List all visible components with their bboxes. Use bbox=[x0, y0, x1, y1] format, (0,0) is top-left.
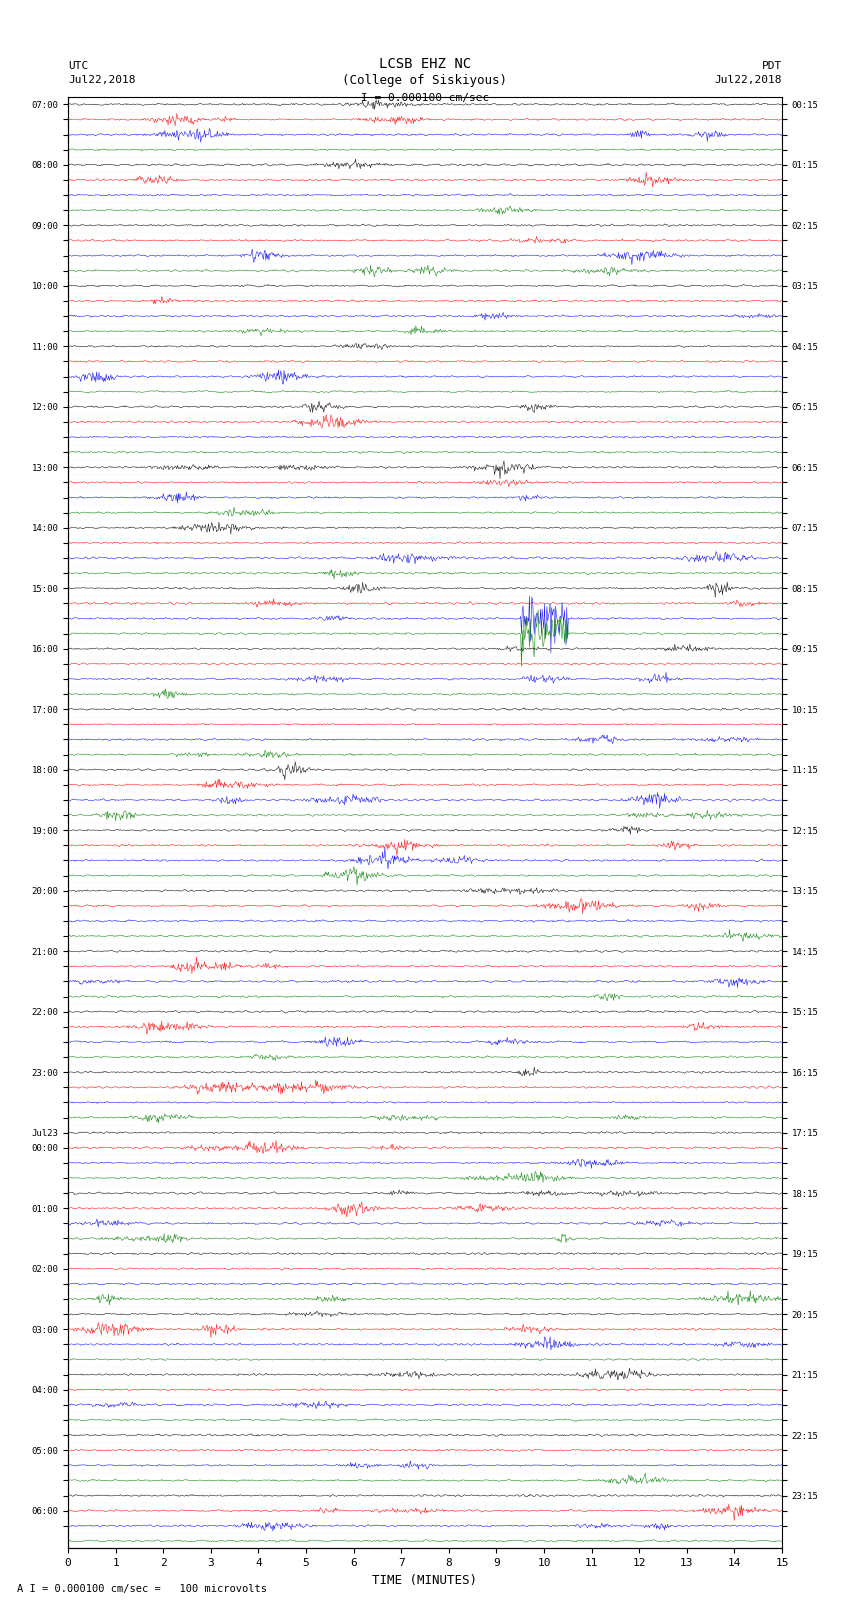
Text: LCSB EHZ NC: LCSB EHZ NC bbox=[379, 56, 471, 71]
Text: A I = 0.000100 cm/sec =   100 microvolts: A I = 0.000100 cm/sec = 100 microvolts bbox=[17, 1584, 267, 1594]
Text: UTC: UTC bbox=[68, 61, 88, 71]
Text: Jul22,2018: Jul22,2018 bbox=[68, 76, 135, 85]
Text: Jul22,2018: Jul22,2018 bbox=[715, 76, 782, 85]
Text: PDT: PDT bbox=[762, 61, 782, 71]
Text: I = 0.000100 cm/sec: I = 0.000100 cm/sec bbox=[361, 94, 489, 103]
Text: (College of Siskiyous): (College of Siskiyous) bbox=[343, 74, 507, 87]
X-axis label: TIME (MINUTES): TIME (MINUTES) bbox=[372, 1574, 478, 1587]
